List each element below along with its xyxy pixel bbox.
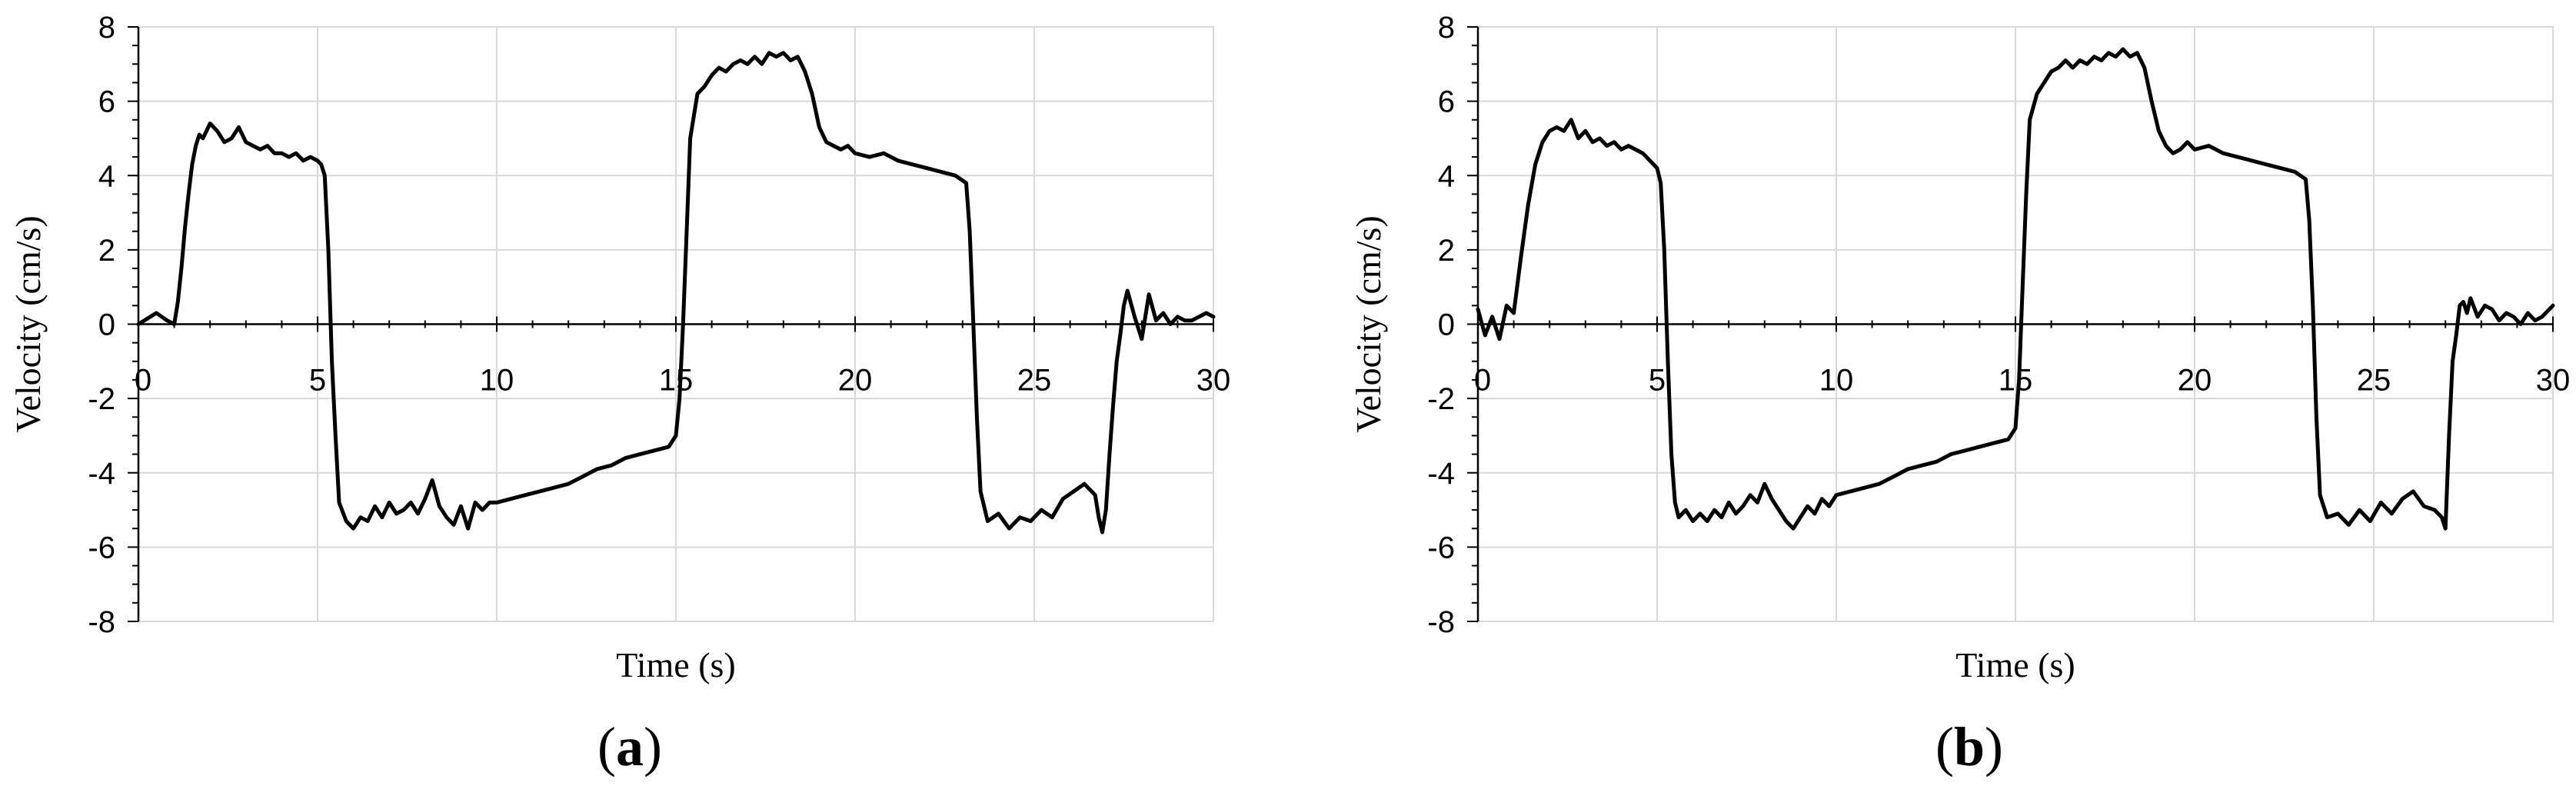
chart-a-xtick-label: 10: [480, 364, 514, 398]
chart-b-xlabel: Time (s): [1955, 645, 2075, 684]
chart-b-ylabel: Velocity (cm/s): [1349, 215, 1388, 432]
chart-a-xtick-label: 30: [1196, 364, 1231, 398]
chart-b-panel-label: (b): [1935, 716, 2003, 778]
chart-a-ytick-label: 0: [98, 308, 115, 342]
chart-b-ytick-label: 8: [1438, 11, 1455, 45]
chart-b-ytick-label: 4: [1438, 159, 1455, 193]
chart-a-ytick-label: 2: [98, 234, 115, 268]
chart-b-xtick-label: 5: [1649, 364, 1666, 398]
chart-a-panel-label: (a): [597, 716, 662, 778]
chart-b-xtick-label: 15: [1999, 364, 2033, 398]
chart-b-xtick-label: 20: [2178, 364, 2212, 398]
chart-b-panel-letter: b: [1954, 716, 1985, 778]
chart-b-ytick-label: -6: [1427, 531, 1455, 565]
chart-a-ytick-label: 4: [98, 159, 115, 193]
chart-a-ytick-label: -2: [88, 382, 115, 416]
chart-a-xtick-label: 0: [135, 364, 151, 398]
chart-a-ytick-label: -4: [88, 457, 115, 491]
chart-a-panel-paren-open: (: [597, 716, 616, 778]
chart-a-xlabel: Time (s): [616, 645, 736, 684]
chart-b-ytick-label: -4: [1427, 457, 1455, 491]
chart-a-xtick-label: 15: [659, 364, 694, 398]
chart-a-ytick-label: -6: [88, 531, 115, 565]
chart-b-series-velocity: [1476, 47, 2555, 531]
chart-b-ytick-label: -2: [1427, 382, 1455, 416]
chart-b-panel-paren-close: ): [1985, 716, 2003, 778]
chart-b-xtick-label: 0: [1474, 364, 1491, 398]
chart-a-panel-paren-close: ): [644, 716, 662, 778]
chart-a-xtick-label: 20: [838, 364, 873, 398]
chart-a-ytick-label: 6: [98, 85, 115, 119]
chart-b-ytick-label: 6: [1438, 85, 1455, 119]
chart-a-series-velocity: [136, 51, 1216, 535]
chart-a-xtick-label: 5: [309, 364, 326, 398]
chart-b-xtick-label: 10: [1819, 364, 1854, 398]
chart-a-ylabel: Velocity (cm/s): [8, 215, 48, 432]
chart-b-panel-paren-open: (: [1935, 716, 1954, 778]
chart-b-xtick-label: 25: [2357, 364, 2391, 398]
chart-a-ytick-label: -8: [88, 605, 115, 639]
chart-a-panel-letter: a: [616, 716, 644, 778]
chart-b-ytick-label: 2: [1438, 234, 1455, 268]
chart-b-ytick-label: 0: [1438, 308, 1455, 342]
chart-b-ytick-label: -8: [1427, 605, 1455, 639]
chart-a-xtick-label: 25: [1017, 364, 1052, 398]
chart-a-ytick-label: 8: [98, 11, 115, 45]
chart-b-xtick-label: 30: [2536, 364, 2571, 398]
